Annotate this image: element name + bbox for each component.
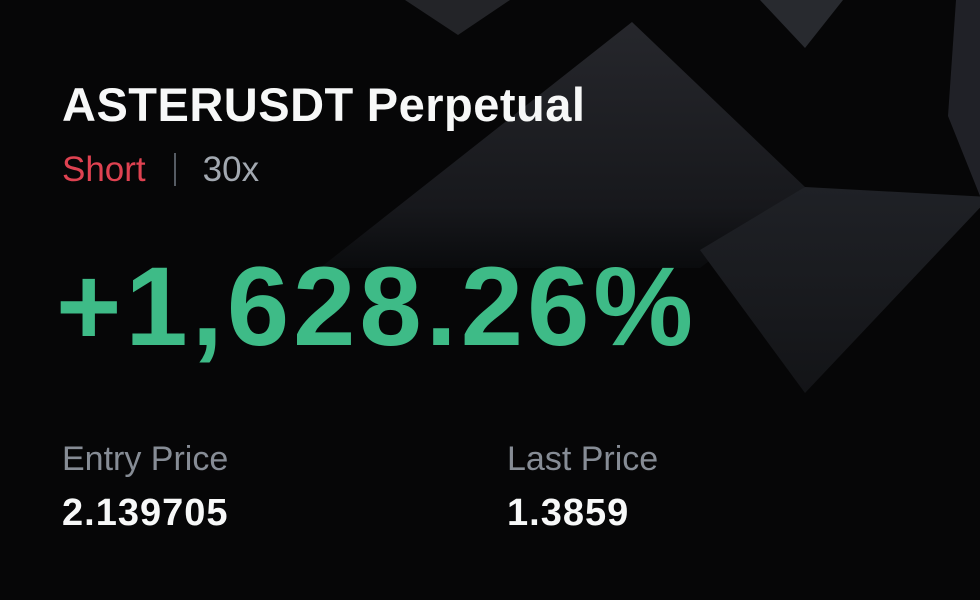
contract-type-label: Perpetual (366, 78, 586, 131)
contract-title: ASTERUSDT Perpetual (62, 81, 585, 128)
leverage-label: 30x (202, 150, 260, 189)
last-price-label: Last Price (507, 440, 659, 478)
chevron-tip-center (760, 0, 843, 48)
vertical-divider (173, 153, 176, 186)
position-side-label: Short (62, 150, 146, 189)
last-price-value: 1.3859 (507, 492, 630, 534)
symbol-label: ASTERUSDT (62, 78, 354, 131)
position-meta-row: Short 30x (62, 152, 259, 187)
chevron-sliver-right (948, 0, 980, 196)
chevron-band (320, 22, 805, 268)
entry-price-label: Entry Price (62, 440, 229, 478)
entry-price-block: Entry Price 2.139705 (62, 442, 229, 532)
chevron-diamond (700, 187, 980, 393)
chevron-tip-left (405, 0, 510, 35)
roi-percentage: +1,628.26% (56, 244, 697, 369)
entry-price-value: 2.139705 (62, 492, 229, 534)
last-price-block: Last Price 1.3859 (507, 442, 658, 532)
